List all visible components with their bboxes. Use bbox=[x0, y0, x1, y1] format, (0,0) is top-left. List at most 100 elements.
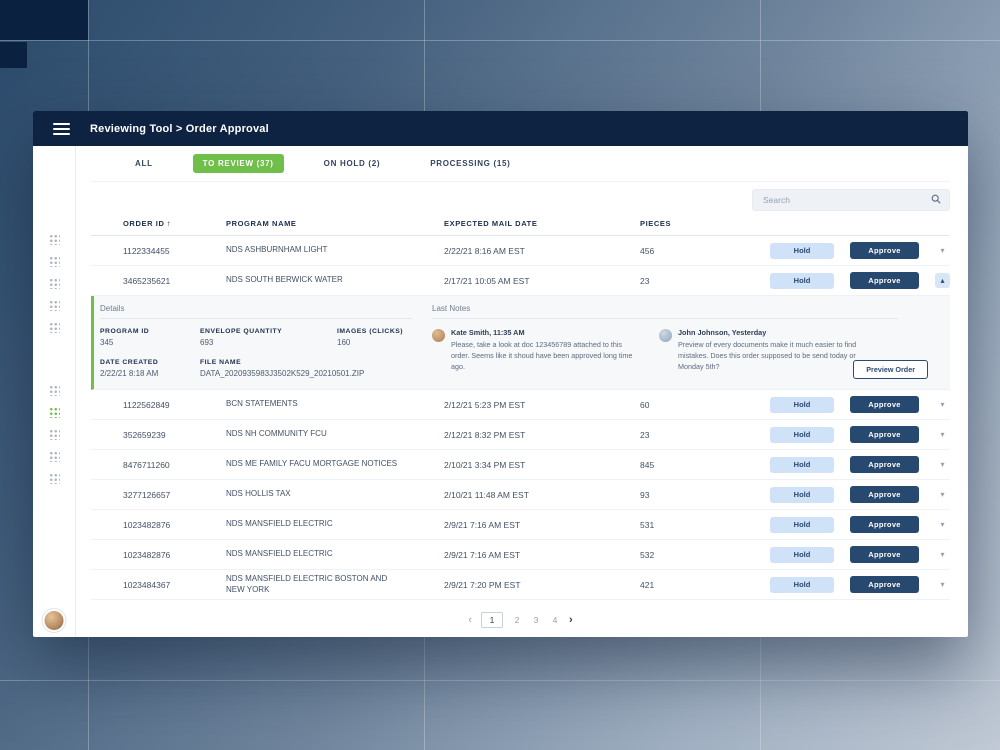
tab-all[interactable]: ALL bbox=[135, 159, 153, 168]
chevron-down-icon[interactable]: ▾ bbox=[940, 550, 945, 559]
table-row[interactable]: 3277126657 NDS HOLLIS TAX 2/10/21 11:48 … bbox=[91, 480, 950, 510]
approve-button[interactable]: Approve bbox=[850, 516, 919, 533]
left-sidebar bbox=[33, 146, 76, 637]
row-program-name: BCN STATEMENTS bbox=[226, 399, 298, 409]
hold-button[interactable]: Hold bbox=[770, 396, 834, 413]
pagination-page-2[interactable]: 2 bbox=[514, 615, 520, 625]
pagination-page-1[interactable]: 1 bbox=[481, 612, 503, 628]
row-order-id: 8476711260 bbox=[123, 459, 170, 470]
hold-button[interactable]: Hold bbox=[770, 576, 834, 593]
table-row[interactable]: 1023482876 NDS MANSFIELD ELECTRIC 2/9/21… bbox=[91, 540, 950, 570]
drag-handle-icon[interactable] bbox=[48, 278, 60, 289]
note-item: Kate Smith, 11:35 AM Please, take a look… bbox=[432, 328, 637, 372]
drag-handle-icon[interactable] bbox=[48, 451, 60, 462]
approve-button[interactable]: Approve bbox=[850, 546, 919, 563]
approve-button[interactable]: Approve bbox=[850, 396, 919, 413]
approve-button[interactable]: Approve bbox=[850, 272, 919, 289]
chevron-down-icon[interactable]: ▾ bbox=[940, 400, 945, 409]
row-program-name: NDS HOLLIS TAX bbox=[226, 489, 291, 499]
approve-button[interactable]: Approve bbox=[850, 426, 919, 443]
chevron-down-icon[interactable]: ▾ bbox=[940, 490, 945, 499]
pagination-next-icon[interactable]: › bbox=[569, 613, 573, 626]
table-row[interactable]: 1122334455 NDS ASHBURNHAM LIGHT 2/22/21 … bbox=[91, 236, 950, 266]
search-input[interactable] bbox=[761, 194, 931, 206]
row-mail-date: 2/22/21 8:16 AM EST bbox=[444, 245, 525, 256]
row-pieces: 23 bbox=[640, 429, 650, 440]
chevron-down-icon[interactable]: ▾ bbox=[940, 520, 945, 529]
pagination-page-4[interactable]: 4 bbox=[552, 615, 558, 625]
approve-button[interactable]: Approve bbox=[850, 242, 919, 259]
hold-button[interactable]: Hold bbox=[770, 272, 834, 289]
table-row[interactable]: 3465235621 NDS SOUTH BERWICK WATER 2/17/… bbox=[91, 266, 950, 296]
row-pieces: 60 bbox=[640, 399, 650, 410]
chevron-down-icon[interactable]: ▾ bbox=[940, 246, 945, 255]
main-content: ALL TO REVIEW (37) ON HOLD (2) PROCESSIN… bbox=[76, 146, 968, 637]
hold-button[interactable]: Hold bbox=[770, 456, 834, 473]
background-gridline bbox=[0, 40, 1000, 41]
row-order-id: 1122334455 bbox=[123, 245, 170, 256]
last-notes-title: Last Notes bbox=[432, 304, 899, 319]
pagination-prev-icon[interactable]: ‹ bbox=[468, 613, 472, 626]
app-header: Reviewing Tool > Order Approval bbox=[33, 111, 968, 146]
note-author-avatar bbox=[659, 329, 672, 342]
drag-handle-icon[interactable] bbox=[48, 429, 60, 440]
row-mail-date: 2/17/21 10:05 AM EST bbox=[444, 275, 530, 286]
note-author: John Johnson, Yesterday bbox=[678, 328, 767, 337]
row-order-id: 1122562849 bbox=[123, 399, 170, 410]
hold-button[interactable]: Hold bbox=[770, 242, 834, 259]
tab-on-hold[interactable]: ON HOLD (2) bbox=[323, 159, 381, 168]
row-order-id: 1023482876 bbox=[123, 519, 171, 530]
search-box[interactable] bbox=[752, 189, 950, 211]
note-author-avatar bbox=[432, 329, 445, 342]
drag-handle-icon[interactable] bbox=[48, 407, 60, 418]
deco-square bbox=[0, 42, 27, 68]
user-avatar[interactable] bbox=[44, 611, 64, 630]
pagination-page-3[interactable]: 3 bbox=[533, 615, 539, 625]
column-program-name[interactable]: PROGRAM NAME bbox=[226, 219, 297, 228]
table-body: 1122334455 NDS ASHBURNHAM LIGHT 2/22/21 … bbox=[91, 236, 950, 600]
table-header: ORDER ID ↑ PROGRAM NAME EXPECTED MAIL DAT… bbox=[91, 217, 950, 236]
approve-button[interactable]: Approve bbox=[850, 486, 919, 503]
field-program-id: PROGRAM ID 345 bbox=[100, 328, 150, 347]
row-order-id: 352659239 bbox=[123, 429, 166, 440]
drag-handle-icon[interactable] bbox=[48, 300, 60, 311]
chevron-down-icon[interactable]: ▾ bbox=[940, 580, 945, 589]
menu-icon[interactable] bbox=[53, 120, 70, 138]
row-pieces: 23 bbox=[640, 275, 650, 286]
chevron-up-icon[interactable]: ▴ bbox=[935, 273, 950, 288]
row-pieces: 93 bbox=[640, 489, 650, 500]
column-order-id[interactable]: ORDER ID ↑ bbox=[123, 219, 172, 228]
tab-processing[interactable]: PROCESSING (15) bbox=[430, 159, 511, 168]
table-row[interactable]: 1023482876 NDS MANSFIELD ELECTRIC 2/9/21… bbox=[91, 510, 950, 540]
hold-button[interactable]: Hold bbox=[770, 516, 834, 533]
table-row[interactable]: 1023484367 NDS MANSFIELD ELECTRIC BOSTON… bbox=[91, 570, 950, 600]
drag-handle-icon[interactable] bbox=[48, 322, 60, 333]
approve-button[interactable]: Approve bbox=[850, 456, 919, 473]
preview-order-button[interactable]: Preview Order bbox=[853, 360, 928, 379]
drag-handle-icon[interactable] bbox=[48, 234, 60, 245]
table-row[interactable]: 352659239 NDS NH COMMUNITY FCU 2/12/21 8… bbox=[91, 420, 950, 450]
row-program-name: NDS MANSFIELD ELECTRIC bbox=[226, 549, 333, 559]
table-row[interactable]: 1122562849 BCN STATEMENTS 2/12/21 5:23 P… bbox=[91, 390, 950, 420]
hold-button[interactable]: Hold bbox=[770, 486, 834, 503]
tab-to-review[interactable]: TO REVIEW (37) bbox=[192, 154, 284, 173]
column-pieces[interactable]: PIECES bbox=[640, 219, 672, 228]
last-notes-section: Last Notes Kate Smith, 11:35 AM Please, … bbox=[432, 304, 928, 378]
drag-handle-icon[interactable] bbox=[48, 256, 60, 267]
chevron-down-icon[interactable]: ▾ bbox=[940, 460, 945, 469]
field-date-created: DATE CREATED 2/22/21 8:18 AM bbox=[100, 359, 159, 378]
field-images-clicks: IMAGES (CLICKS) 160 bbox=[337, 328, 404, 347]
drag-handle-icon[interactable] bbox=[48, 385, 60, 396]
row-pieces: 456 bbox=[640, 245, 655, 256]
drag-handle-icon[interactable] bbox=[48, 473, 60, 484]
chevron-down-icon[interactable]: ▾ bbox=[940, 430, 945, 439]
approve-button[interactable]: Approve bbox=[850, 576, 919, 593]
table-row[interactable]: 8476711260 NDS ME FAMILY FACU MORTGAGE N… bbox=[91, 450, 950, 480]
details-section: Details PROGRAM ID 345 ENVELOPE QUANTITY… bbox=[100, 304, 432, 378]
row-pieces: 421 bbox=[640, 579, 655, 590]
column-expected-mail-date[interactable]: EXPECTED MAIL DATE bbox=[444, 219, 538, 228]
hold-button[interactable]: Hold bbox=[770, 546, 834, 563]
hold-button[interactable]: Hold bbox=[770, 426, 834, 443]
note-text: Please, take a look at doc 123456789 att… bbox=[451, 340, 633, 371]
